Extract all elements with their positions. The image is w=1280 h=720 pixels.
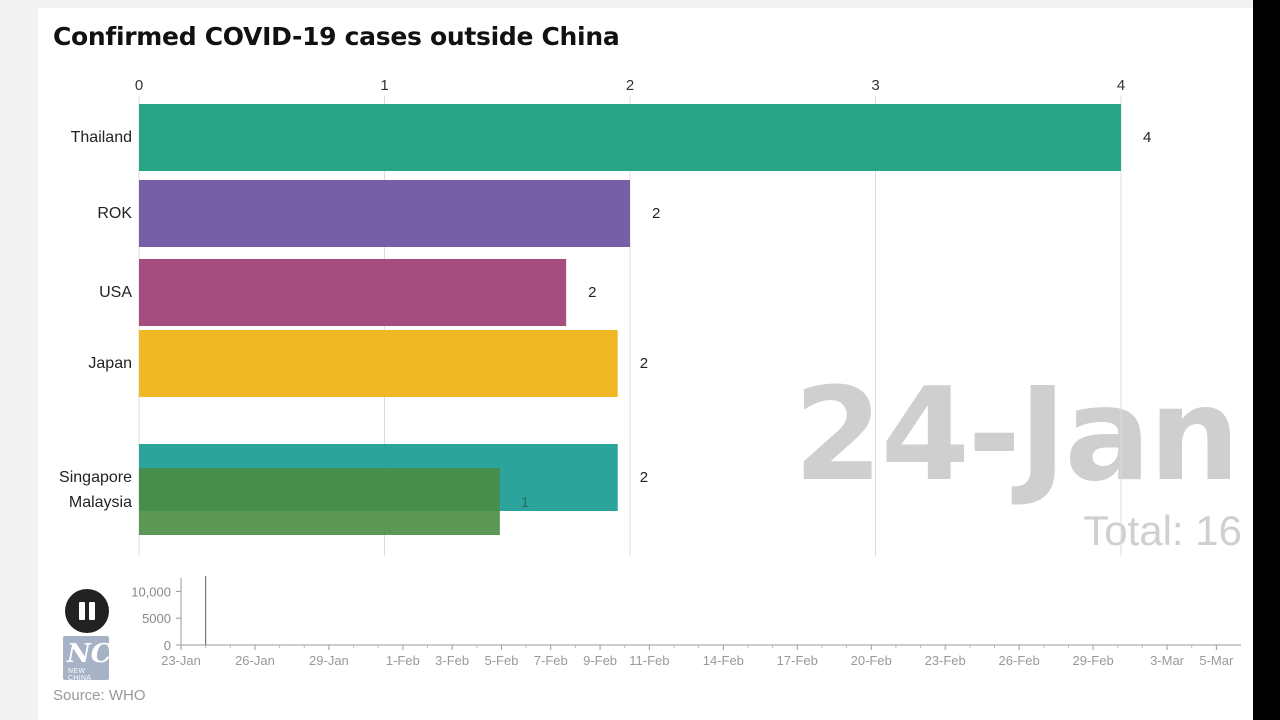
mini-x-tick-label: 29-Feb (1072, 653, 1113, 668)
value-label: 2 (588, 284, 596, 301)
total-value: 16 (1195, 507, 1242, 554)
mini-x-tick-label: 29-Jan (309, 653, 349, 668)
x-tick-label: 0 (135, 77, 143, 94)
mini-x-tick-label: 7-Feb (534, 653, 568, 668)
x-tick-label: 4 (1117, 77, 1125, 94)
total-label: Total: (1083, 507, 1184, 554)
bar-rok (139, 180, 630, 247)
value-label: 2 (640, 469, 648, 486)
category-label: Singapore (59, 469, 132, 486)
x-tick-label: 3 (871, 77, 879, 94)
pause-icon (79, 602, 85, 620)
mini-x-tick-label: 23-Feb (925, 653, 966, 668)
mini-x-tick-label: 11-Feb (629, 653, 669, 668)
screen-edge (1253, 0, 1280, 720)
logo-subtext: NEW CHINA (68, 668, 92, 680)
category-label: Japan (88, 355, 132, 372)
new-china-logo: NC NEW CHINA (63, 636, 109, 680)
mini-x-tick-label: 9-Feb (583, 653, 617, 668)
mini-x-tick-label: 23-Jan (161, 653, 201, 668)
mini-x-tick-label: 17-Feb (777, 653, 818, 668)
mini-y-tick-label: 10,000 (131, 584, 171, 599)
total-count-label: Total: 16 (1083, 510, 1242, 552)
category-label: Malaysia (69, 494, 132, 511)
category-label: Thailand (71, 129, 132, 146)
value-label: 2 (652, 205, 660, 222)
mini-x-tick-label: 5-Mar (1199, 653, 1234, 668)
bar-thailand (139, 104, 1121, 171)
mini-x-tick-label: 3-Mar (1150, 653, 1185, 668)
bar-usa (139, 259, 567, 326)
mini-x-tick-label: 14-Feb (703, 653, 744, 668)
logo-text: NC (67, 639, 109, 669)
category-label: ROK (97, 205, 132, 222)
mini-y-tick-label: 0 (164, 638, 171, 653)
value-label: 2 (640, 355, 648, 372)
mini-x-tick-label: 26-Feb (999, 653, 1040, 668)
mini-y-tick-label: 5000 (142, 611, 171, 626)
chart-title: Confirmed COVID-19 cases outside China (53, 22, 620, 51)
value-label: 4 (1143, 129, 1151, 146)
x-tick-label: 2 (626, 77, 634, 94)
pause-button[interactable] (65, 589, 109, 633)
value-label: 1 (521, 494, 529, 511)
category-label: USA (99, 284, 132, 301)
mini-x-tick-label: 1-Feb (386, 653, 420, 668)
mini-x-tick-label: 26-Jan (235, 653, 275, 668)
pause-icon-bar (89, 602, 95, 620)
bar-japan (139, 330, 618, 397)
mini-x-tick-label: 20-Feb (851, 653, 892, 668)
current-date-label: 24-Jan (793, 361, 1240, 510)
source-note: Source: WHO (53, 687, 146, 704)
bar-malaysia (139, 468, 500, 535)
mini-x-tick-label: 3-Feb (435, 653, 469, 668)
mini-x-tick-label: 5-Feb (484, 653, 518, 668)
x-tick-label: 1 (380, 77, 388, 94)
